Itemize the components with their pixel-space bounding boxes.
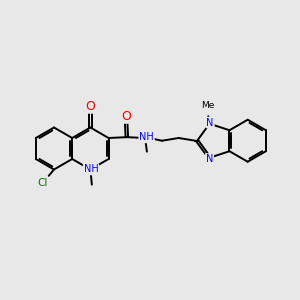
Text: O: O xyxy=(121,110,131,123)
Text: NH: NH xyxy=(84,164,98,175)
Text: N: N xyxy=(206,118,214,128)
Text: N: N xyxy=(206,154,213,164)
Text: Me: Me xyxy=(201,101,214,110)
Text: O: O xyxy=(85,100,95,113)
Text: Cl: Cl xyxy=(37,178,48,188)
Text: NH: NH xyxy=(139,132,154,142)
